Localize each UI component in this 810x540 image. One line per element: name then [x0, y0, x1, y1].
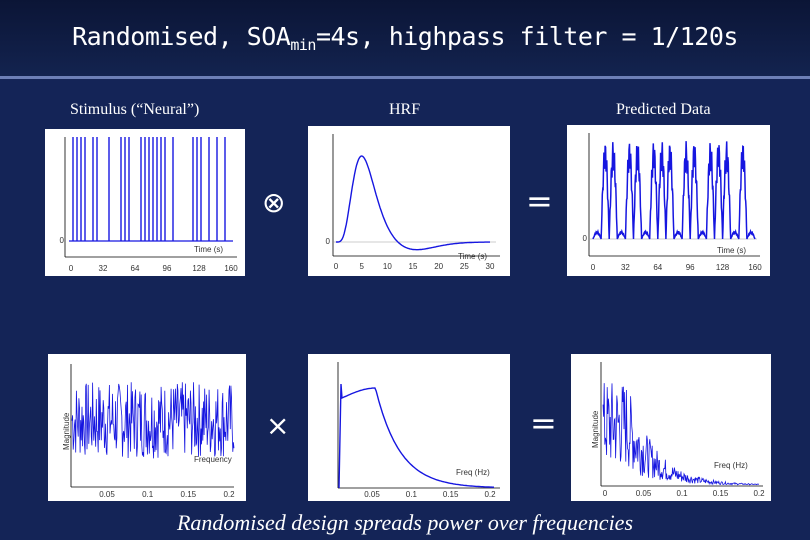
- x-tick-label: 0.1: [406, 490, 418, 499]
- hrf-panel: 0 Time (s) 0 5 10 15 20 25 30: [308, 126, 510, 276]
- x-tick-label: 10: [383, 262, 392, 271]
- hrf-spectrum-panel: Freq (Hz) 0.05 0.1 0.15 0.2: [308, 354, 510, 501]
- hrf-spectrum-chart: Freq (Hz) 0.05 0.1 0.15 0.2: [337, 362, 500, 499]
- x-tick-label: 15: [409, 262, 418, 271]
- x-tick-label: 64: [131, 264, 140, 273]
- predicted-chart: 0 Time (s) 0 32 64 96 128 160: [583, 133, 762, 272]
- x-tick-label: 0.05: [99, 490, 115, 499]
- hrf-spectrum-curve: [338, 383, 494, 489]
- x-tick-label: 0.2: [223, 490, 235, 499]
- stimulus-spectrum-curve: [71, 382, 235, 459]
- y-tick-0: 0: [326, 237, 331, 246]
- x-tick-label: 25: [460, 262, 469, 271]
- x-tick-label: 0.05: [636, 489, 652, 498]
- x-tick-label: 0.1: [676, 489, 688, 498]
- x-axis-label: Freq (Hz): [456, 468, 490, 477]
- x-tick-label: 128: [192, 264, 206, 273]
- x-tick-label: 128: [716, 263, 730, 272]
- x-tick-label: 0.05: [364, 490, 380, 499]
- slide-title: Randomised, SOAmin=4s, highpass filter =…: [0, 22, 810, 54]
- x-tick-label: 0: [591, 263, 596, 272]
- x-tick-label: 20: [434, 262, 443, 271]
- x-tick-label: 32: [99, 264, 108, 273]
- x-tick-label: 0: [334, 262, 339, 271]
- stimulus-spectrum-panel: Magnitude Frequency 0.05 0.1 0.15 0.2: [48, 354, 246, 501]
- predicted-spectrum-chart: Magnitude Freq (Hz) 0 0.05 0.1 0.15 0.2: [591, 362, 765, 498]
- equals-operator-top: =: [526, 182, 553, 220]
- x-tick-label: 96: [686, 263, 695, 272]
- stimulus-label: Stimulus (“Neural”): [70, 101, 200, 118]
- predicted-curve: [592, 141, 756, 240]
- x-tick-label: 96: [163, 264, 172, 273]
- stimulus-spectrum-chart: Magnitude Frequency 0.05 0.1 0.15 0.2: [62, 364, 235, 499]
- y-tick-0: 0: [60, 236, 65, 245]
- x-tick-label: 160: [224, 264, 238, 273]
- hrf-curve: [336, 155, 490, 251]
- x-tick-label: 32: [621, 263, 630, 272]
- x-tick-label: 64: [653, 263, 662, 272]
- title-rest: =4s, highpass filter = 1/120s: [315, 22, 739, 51]
- y-tick-0: 0: [583, 234, 588, 243]
- x-tick-label: 0.15: [713, 489, 729, 498]
- stimulus-panel: 0 Time (s) 0 32 64 96 128 160: [45, 129, 245, 276]
- x-tick-label: 0.15: [181, 490, 197, 499]
- x-axis-label: Time (s): [194, 245, 223, 254]
- convolve-operator: ⊗: [262, 186, 286, 219]
- multiply-operator: ×: [266, 409, 290, 442]
- x-tick-label: 160: [748, 263, 762, 272]
- y-axis-label: Magnitude: [62, 412, 71, 450]
- x-axis-label: Time (s): [458, 252, 487, 261]
- title-main: Randomised, SOA: [72, 22, 291, 51]
- hrf-chart: 0 Time (s) 0 5 10 15 20 25 30: [326, 134, 500, 271]
- x-tick-label: 0.2: [753, 489, 765, 498]
- x-tick-label: 5: [359, 262, 364, 271]
- title-bar: Randomised, SOAmin=4s, highpass filter =…: [0, 0, 810, 79]
- title-subscript: min: [290, 36, 316, 54]
- equals-operator-bottom: =: [530, 404, 557, 442]
- x-tick-label: 0.2: [484, 490, 496, 499]
- predicted-spectrum-panel: Magnitude Freq (Hz) 0 0.05 0.1 0.15 0.2: [571, 354, 771, 501]
- stimulus-chart: 0 Time (s) 0 32 64 96 128 160: [60, 137, 238, 273]
- x-axis-label: Time (s): [717, 246, 746, 255]
- y-axis-label: Magnitude: [591, 410, 600, 448]
- predicted-label: Predicted Data: [616, 101, 711, 118]
- x-tick-label: 0: [69, 264, 74, 273]
- predicted-spectrum-curve: [602, 383, 760, 486]
- predicted-panel: 0 Time (s) 0 32 64 96 128 160: [567, 125, 770, 276]
- x-tick-label: 30: [486, 262, 495, 271]
- footer-caption: Randomised design spreads power over fre…: [176, 510, 634, 535]
- hrf-label: HRF: [389, 101, 421, 118]
- x-axis-label: Freq (Hz): [714, 461, 748, 470]
- x-tick-label: 0.15: [443, 490, 459, 499]
- x-tick-label: 0.1: [142, 490, 154, 499]
- x-axis-label: Frequency: [194, 455, 232, 464]
- x-tick-label: 0: [603, 489, 608, 498]
